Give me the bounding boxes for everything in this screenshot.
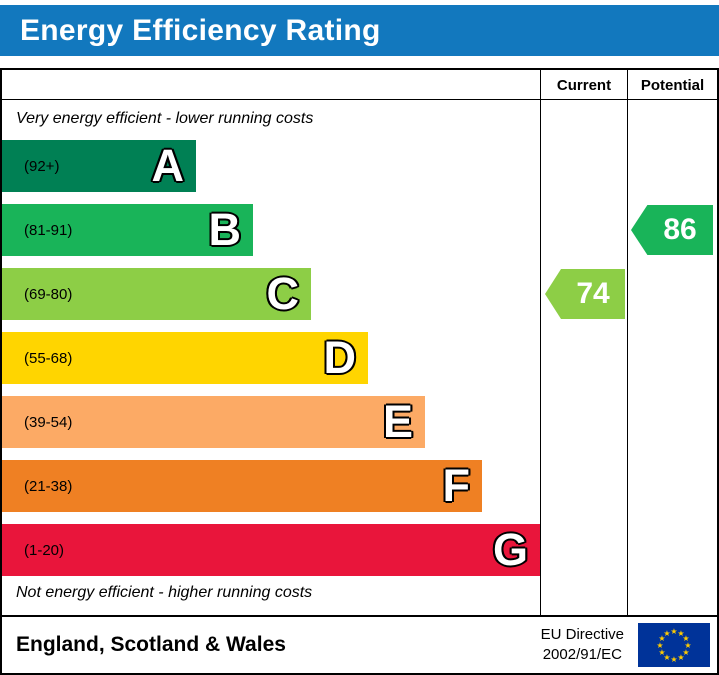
band-letter-c: C (266, 268, 300, 319)
band-letter-f: F (442, 460, 471, 511)
band-letter-b: B (208, 204, 242, 255)
band-range-a: (92+) (24, 157, 60, 175)
band-range-f: (21-38) (24, 477, 73, 495)
svg-text:★: ★ (663, 653, 670, 662)
band-row-g: (1-20) G (2, 524, 540, 576)
band-row-d: (55-68) D (2, 332, 368, 384)
band-row-c: (69-80) C (2, 268, 311, 320)
top-note: Very energy efficient - lower running co… (16, 110, 314, 127)
eu-directive-label: EU Directive 2002/91/EC (541, 625, 638, 666)
svg-text:★: ★ (670, 627, 677, 636)
svg-text:★: ★ (682, 648, 689, 657)
footer: England, Scotland & Wales EU Directive 2… (0, 617, 719, 675)
svg-text:★: ★ (677, 653, 684, 662)
band-row-e: (39-54) E (2, 396, 425, 448)
band-range-e: (39-54) (24, 413, 73, 431)
eu-directive-line2: 2002/91/EC (542, 646, 622, 663)
column-divider-current (540, 70, 541, 615)
band-range-g: (1-20) (24, 541, 65, 559)
band-letter-d: D (323, 332, 357, 383)
eu-directive-line1: EU Directive (540, 625, 624, 643)
column-header-current: Current (556, 76, 612, 94)
band-row-f: (21-38) F (2, 460, 482, 512)
svg-text:★: ★ (670, 655, 677, 664)
band-range-d: (55-68) (24, 349, 73, 367)
bottom-note: Not energy efficient - higher running co… (16, 584, 313, 601)
potential-rating-value: 86 (663, 213, 697, 246)
title-bar: Energy Efficiency Rating (0, 5, 719, 56)
svg-text:★: ★ (677, 629, 684, 638)
svg-text:★: ★ (684, 641, 691, 650)
page-title: Energy Efficiency Rating (20, 13, 381, 47)
current-rating-value: 74 (576, 277, 610, 310)
band-range-c: (69-80) (24, 285, 73, 303)
band-letter-g: G (492, 524, 528, 575)
svg-text:★: ★ (656, 641, 663, 650)
eu-flag-icon: ★ ★ ★ ★ ★ ★ ★ ★ ★ ★ ★ ★ (638, 623, 710, 667)
band-range-b: (81-91) (24, 221, 73, 239)
svg-text:★: ★ (658, 634, 665, 643)
svg-text:★: ★ (682, 634, 689, 643)
potential-rating-pointer: 86 (631, 205, 713, 255)
band-row-b: (81-91) B (2, 204, 253, 256)
band-letter-e: E (382, 396, 413, 447)
current-rating-pointer: 74 (545, 269, 625, 319)
rating-table: Current Potential Very energy efficient … (0, 68, 719, 617)
svg-text:★: ★ (658, 648, 665, 657)
svg-text:★: ★ (663, 629, 670, 638)
column-header-potential: Potential (640, 76, 705, 94)
band-letter-a: A (151, 140, 185, 191)
column-divider-potential (627, 70, 628, 615)
band-row-a: (92+) A (2, 140, 196, 192)
region-label: England, Scotland & Wales (16, 633, 286, 656)
table-header-row: Current Potential (2, 70, 717, 100)
